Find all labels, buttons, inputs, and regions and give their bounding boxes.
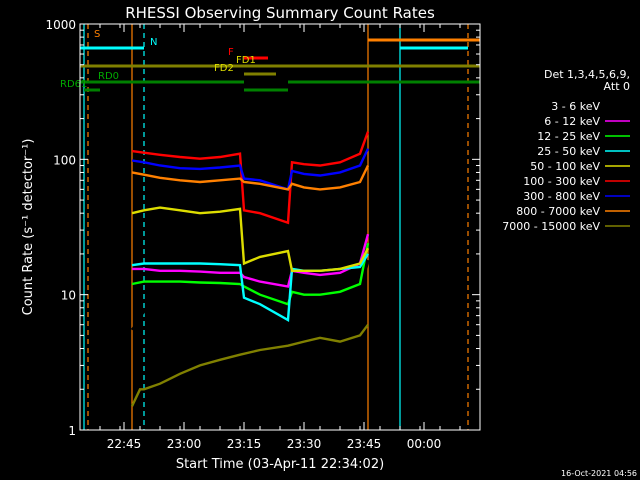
legend-entry-label: 12 - 25 keV: [537, 130, 600, 143]
legend-entry-label: 50 - 100 keV: [530, 160, 600, 173]
y-tick-label: 1000: [45, 18, 76, 32]
legend: Det 1,3,4,5,6,9,Att 0 3 - 6 keV 6 - 12 keV…: [502, 68, 630, 233]
flag-label-n: N: [150, 37, 157, 48]
legend-header: Det 1,3,4,5,6,9,: [544, 68, 630, 81]
y-axis-label: Count Rate (s⁻¹ detector⁻¹): [21, 139, 36, 316]
legend-entry-label: 25 - 50 keV: [537, 145, 600, 158]
legend-entry-label: 6 - 12 keV: [544, 115, 600, 128]
flag-label-s: S: [94, 29, 100, 40]
y-tick-label: 10: [61, 289, 76, 303]
series-line-5: [131, 131, 370, 225]
series-line-6: [131, 148, 370, 191]
series-line-3: [131, 253, 370, 322]
y-axis-label-group: Count Rate (s⁻¹ detector⁻¹): [21, 139, 36, 316]
legend-entry-label: 300 - 800 keV: [523, 190, 600, 203]
series-line-8: [130, 323, 369, 407]
chart-title: RHESSI Observing Summary Count Rates: [125, 4, 435, 22]
x-tick-label: 23:15: [227, 437, 262, 451]
series-line-7: [131, 164, 370, 191]
legend-header: Att 0: [604, 80, 630, 93]
x-tick-label: 23:30: [287, 437, 322, 451]
flag-label-fd2: FD2: [214, 63, 234, 74]
x-tick-label: 23:45: [347, 437, 382, 451]
axis-layer: 1 10 100 1000 22:45 23:00 23:15 23:30 23:45 00:00: [45, 18, 481, 451]
footer-date: 16-Oct-2021 04:56: [561, 469, 637, 478]
series-line-4: [131, 206, 370, 272]
flag-label-rd0: RD0: [98, 71, 119, 82]
series-line-0: [130, 259, 370, 331]
flag-label-f: F: [228, 47, 234, 58]
series-layer: [130, 131, 370, 407]
x-tick-label: 23:00: [167, 437, 202, 451]
x-tick-label: 00:00: [407, 437, 442, 451]
legend-entry-label: 7000 - 15000 keV: [502, 220, 600, 233]
plot-frame: [79, 23, 481, 431]
x-tick-label: 22:45: [107, 437, 142, 451]
legend-entry-label: 800 - 7000 keV: [516, 205, 600, 218]
series-line-2: [131, 242, 370, 306]
y-tick-label: 100: [53, 153, 76, 167]
flag-label-fd1: FD1: [236, 55, 256, 66]
legend-entry-label: 100 - 300 keV: [523, 175, 600, 188]
flag-label-rd61: RD61: [60, 79, 87, 90]
x-axis-label: Start Time (03-Apr-11 22:34:02): [176, 457, 384, 472]
y-tick-label: 1: [68, 424, 76, 438]
plot-area: [83, 24, 469, 430]
series-line-1: [132, 233, 370, 288]
legend-entry-label: 3 - 6 keV: [551, 100, 600, 113]
